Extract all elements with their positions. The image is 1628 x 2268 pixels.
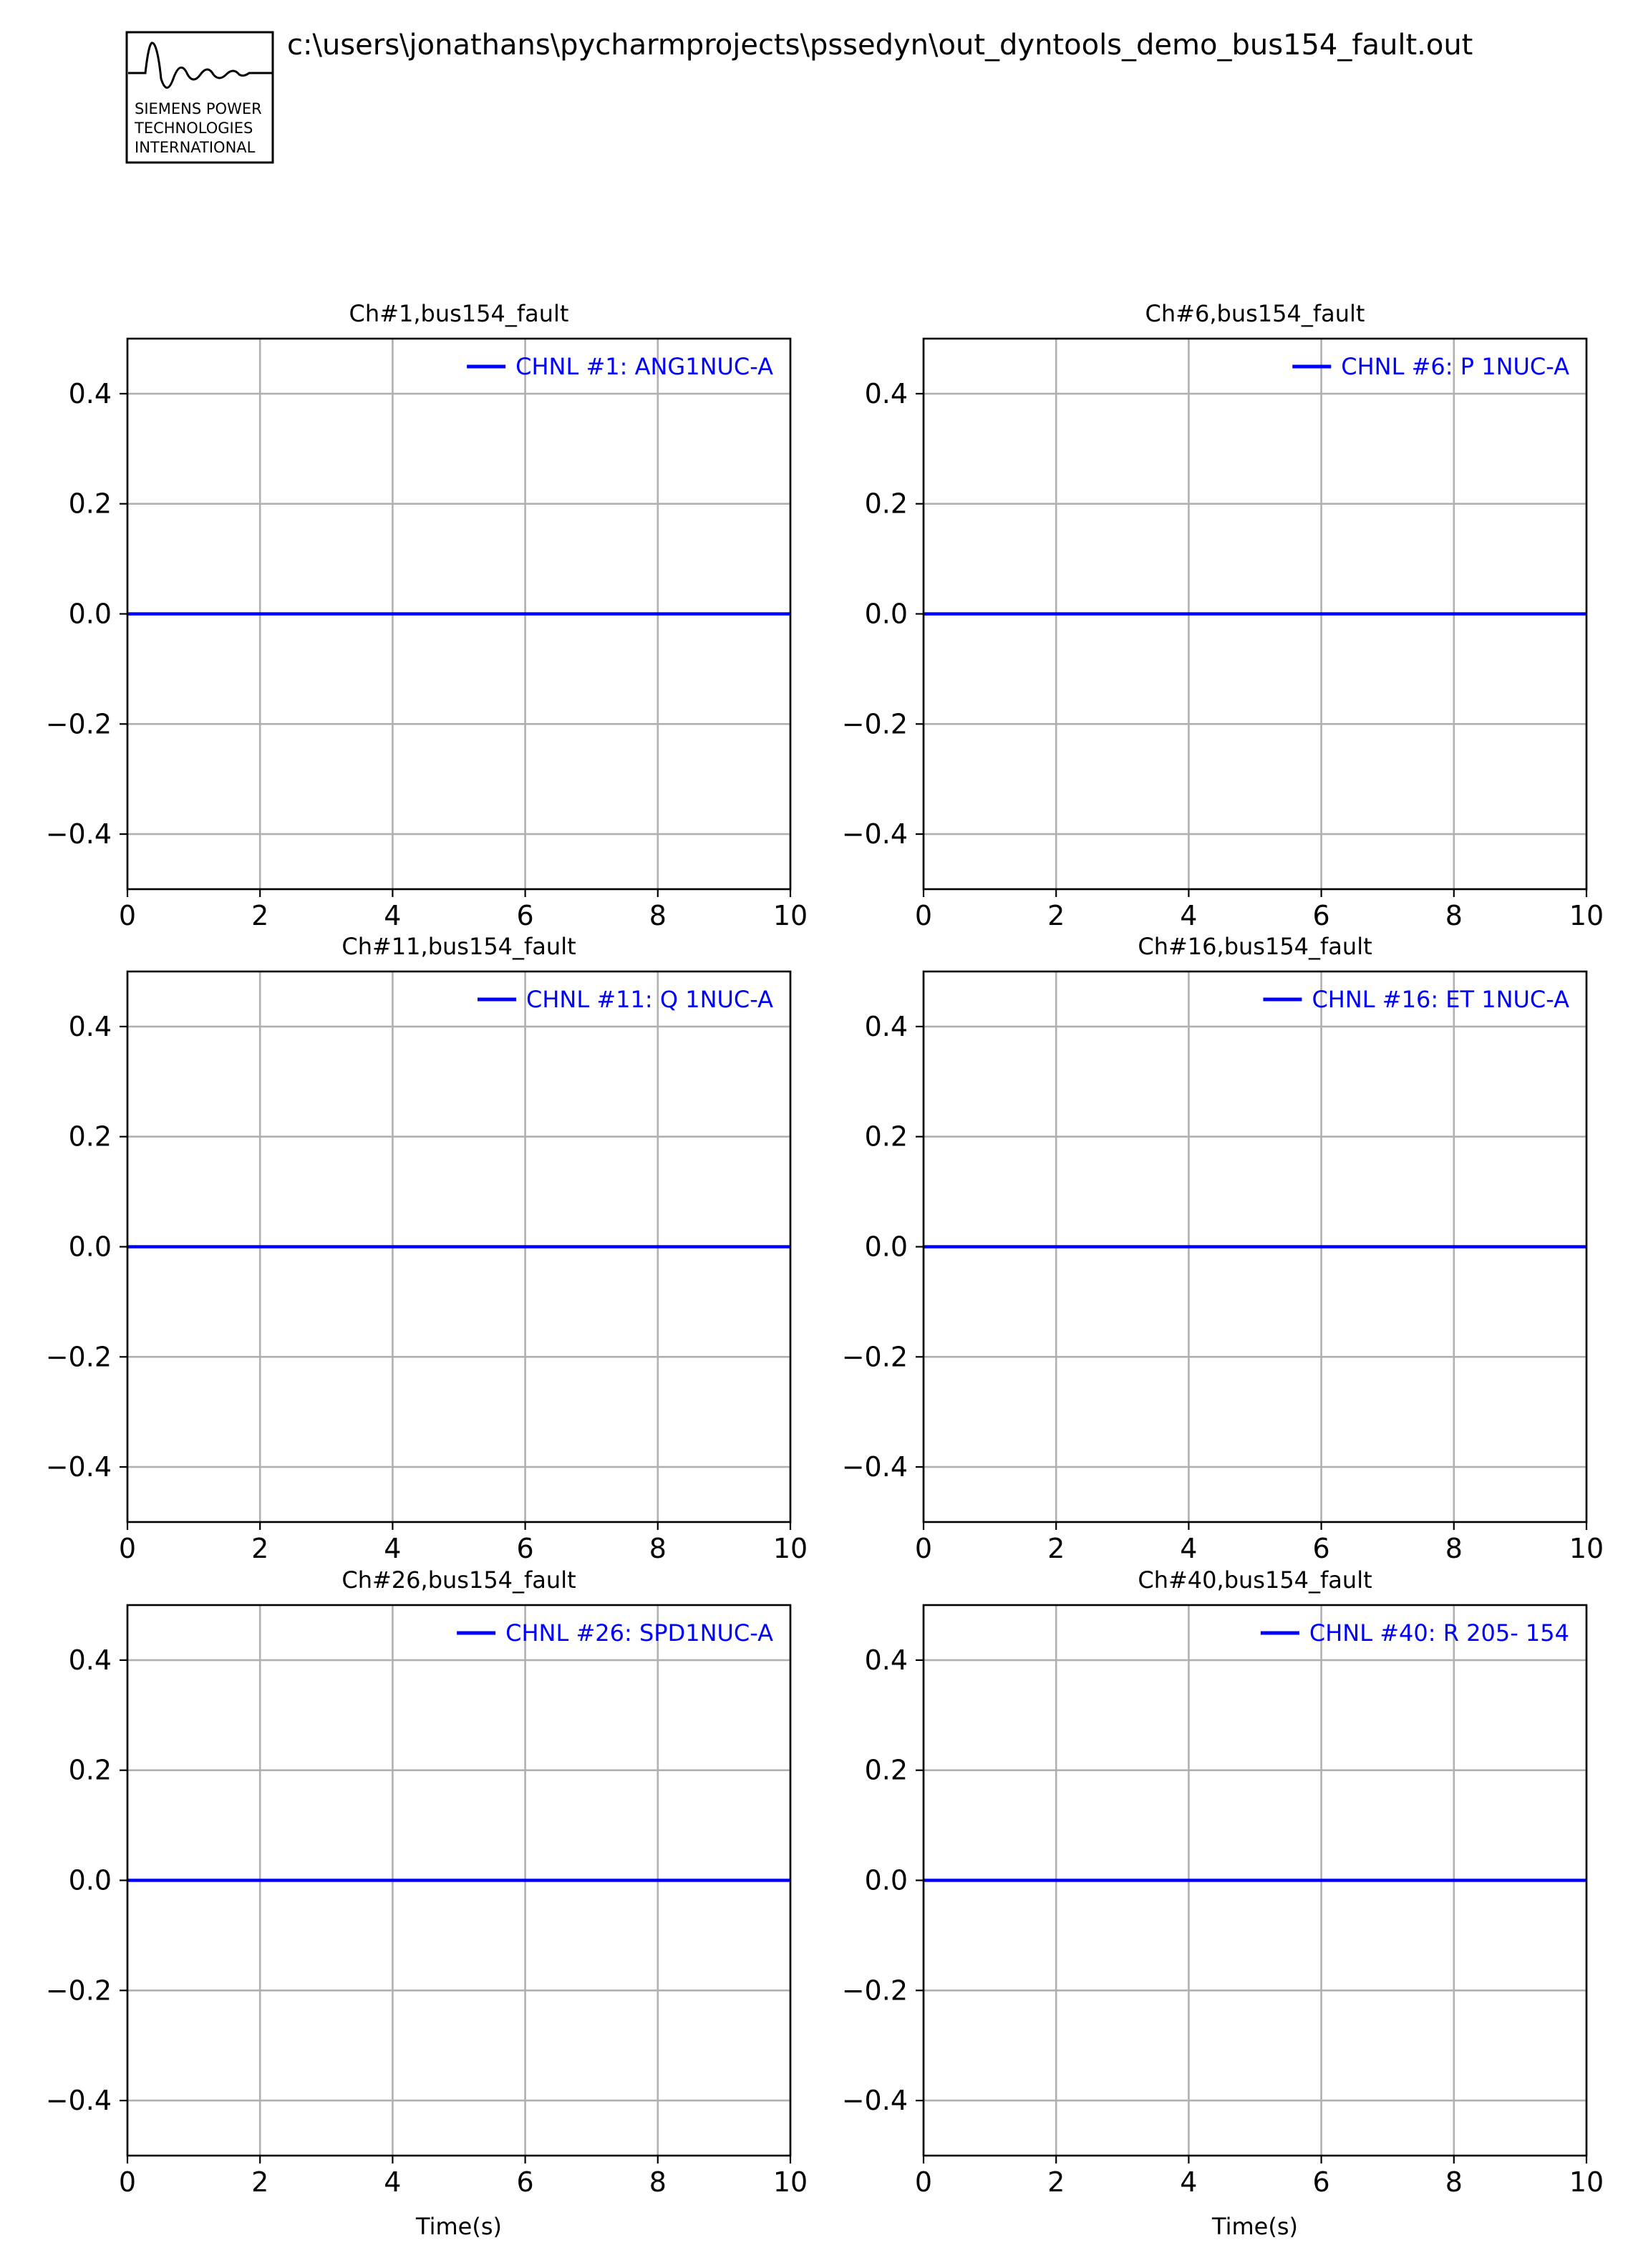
x-tick-label: 0: [119, 900, 136, 931]
x-tick-label: 10: [773, 1533, 808, 1564]
y-tick-label: −0.4: [842, 818, 908, 850]
x-tick-label: 4: [1180, 900, 1197, 931]
legend-label: CHNL #11: Q 1NUC-A: [526, 986, 773, 1013]
y-tick-label: 0.4: [69, 378, 112, 410]
y-tick-label: 0.4: [865, 1644, 908, 1676]
x-tick-label: 2: [1047, 2166, 1065, 2198]
y-tick-label: −0.2: [46, 708, 112, 740]
x-tick-label: 2: [1047, 1533, 1065, 1564]
x-tick-label: 8: [649, 900, 667, 931]
y-tick-label: −0.4: [46, 2085, 112, 2116]
logo-line-1: SIEMENS POWER: [135, 100, 262, 117]
y-tick-label: 0.4: [865, 1011, 908, 1042]
legend-label: CHNL #1: ANG1NUC-A: [515, 353, 773, 380]
x-tick-label: 8: [1445, 1533, 1463, 1564]
y-tick-label: 0.0: [865, 598, 908, 630]
logo-line-2: TECHNOLOGIES: [134, 120, 253, 137]
x-tick-label: 2: [251, 2166, 268, 2198]
y-tick-label: 0.4: [69, 1644, 112, 1676]
x-tick-label: 10: [773, 900, 808, 931]
y-tick-label: −0.4: [842, 1451, 908, 1483]
x-tick-label: 8: [1445, 900, 1463, 931]
x-tick-label: 6: [1313, 900, 1330, 931]
y-tick-label: 0.0: [69, 1865, 112, 1896]
y-tick-label: 0.0: [69, 1231, 112, 1263]
y-tick-label: −0.2: [46, 1974, 112, 2006]
x-tick-label: 0: [119, 2166, 136, 2198]
x-tick-label: 0: [915, 900, 932, 931]
x-tick-label: 0: [915, 2166, 932, 2198]
chart-panel-5: 0 2 4 6 8 10 0.4 0.2 0.0 −0.2 −0.4 Ch#26,bus154_fau…: [46, 1566, 808, 2240]
chart-panel-6: 0 2 4 6 8 10 0.4 0.2 0.0 −0.2 −0.4 Ch#40,bus154_fau…: [842, 1566, 1604, 2240]
y-tick-label: 0.2: [865, 488, 908, 520]
x-tick-label: 0: [915, 1533, 932, 1564]
logo-waveform-icon: [128, 42, 273, 89]
chart-title: Ch#40,bus154_fault: [1138, 1566, 1372, 1594]
chart-panel-4: 0 2 4 6 8 10 0.4 0.2 0.0 −0.2 −0.4 Ch#16,bus154_fau…: [842, 933, 1604, 1564]
y-tick-label: 0.2: [865, 1755, 908, 1786]
x-tick-label: 2: [1047, 900, 1065, 931]
y-tick-label: 0.2: [69, 1121, 112, 1153]
x-tick-label: 2: [251, 900, 268, 931]
y-tick-label: 0.0: [69, 598, 112, 630]
chart-title: Ch#26,bus154_fault: [341, 1566, 576, 1594]
y-tick-label: 0.0: [865, 1231, 908, 1263]
x-axis-label: Time(s): [1211, 2213, 1298, 2240]
x-tick-label: 8: [1445, 2166, 1463, 2198]
x-tick-label: 8: [649, 2166, 667, 2198]
legend-label: CHNL #26: SPD1NUC-A: [505, 1619, 773, 1647]
x-tick-label: 10: [773, 2166, 808, 2198]
y-tick-label: −0.4: [46, 1451, 112, 1483]
x-tick-label: 2: [251, 1533, 268, 1564]
chart-panel-3: 0 2 4 6 8 10 0.4 0.2 0.0 −0.2 −0.4 Ch#11,bus154_fau…: [46, 933, 808, 1564]
y-tick-label: 0.0: [865, 1865, 908, 1896]
x-tick-label: 10: [1569, 900, 1604, 931]
logo-border: [125, 31, 274, 164]
x-tick-label: 4: [384, 1533, 401, 1564]
x-tick-label: 4: [1180, 2166, 1197, 2198]
y-tick-label: −0.2: [842, 1974, 908, 2006]
legend-label: CHNL #16: ET 1NUC-A: [1312, 986, 1569, 1013]
y-tick-label: −0.4: [46, 818, 112, 850]
x-tick-label: 6: [1313, 1533, 1330, 1564]
y-tick-label: 0.2: [69, 1755, 112, 1786]
x-tick-label: 4: [1180, 1533, 1197, 1564]
chart-title: Ch#6,bus154_fault: [1145, 300, 1365, 327]
x-tick-label: 6: [1313, 2166, 1330, 2198]
y-tick-label: −0.4: [842, 2085, 908, 2116]
y-tick-label: −0.2: [842, 708, 908, 740]
chart-panel-1: 0 2 4 6 8 10 0.4 0.2 0.0 −0.2 −0.4 Ch#1,bus154_faul…: [46, 300, 808, 931]
x-tick-label: 6: [517, 2166, 534, 2198]
x-tick-label: 4: [384, 2166, 401, 2198]
file-path-title: c:\users\jonathans\pycharmprojects\pssed…: [287, 29, 1473, 62]
x-tick-label: 10: [1569, 1533, 1604, 1564]
y-tick-label: 0.4: [69, 1011, 112, 1042]
logo-line-3: INTERNATIONAL: [135, 139, 256, 156]
y-tick-label: 0.4: [865, 378, 908, 410]
y-tick-label: −0.2: [46, 1341, 112, 1372]
y-tick-label: 0.2: [865, 1121, 908, 1153]
legend-label: CHNL #6: P 1NUC-A: [1341, 353, 1569, 380]
y-tick-label: 0.2: [69, 488, 112, 520]
chart-title: Ch#11,bus154_fault: [341, 933, 576, 960]
legend-label: CHNL #40: R 205- 154: [1309, 1619, 1569, 1647]
x-tick-label: 8: [649, 1533, 667, 1564]
chart-title: Ch#1,bus154_fault: [349, 300, 569, 327]
x-tick-label: 10: [1569, 2166, 1604, 2198]
x-tick-label: 4: [384, 900, 401, 931]
x-axis-label: Time(s): [415, 2213, 502, 2240]
x-tick-label: 6: [517, 1533, 534, 1564]
chart-title: Ch#16,bus154_fault: [1138, 933, 1372, 960]
chart-panel-2: 0 2 4 6 8 10 0.4 0.2 0.0 −0.2 −0.4 Ch#6,bus154_faul…: [842, 300, 1604, 931]
x-tick-label: 0: [119, 1533, 136, 1564]
x-tick-label: 6: [517, 900, 534, 931]
logo: SIEMENS POWER TECHNOLOGIES INTERNATIONAL: [125, 31, 274, 164]
y-tick-label: −0.2: [842, 1341, 908, 1372]
